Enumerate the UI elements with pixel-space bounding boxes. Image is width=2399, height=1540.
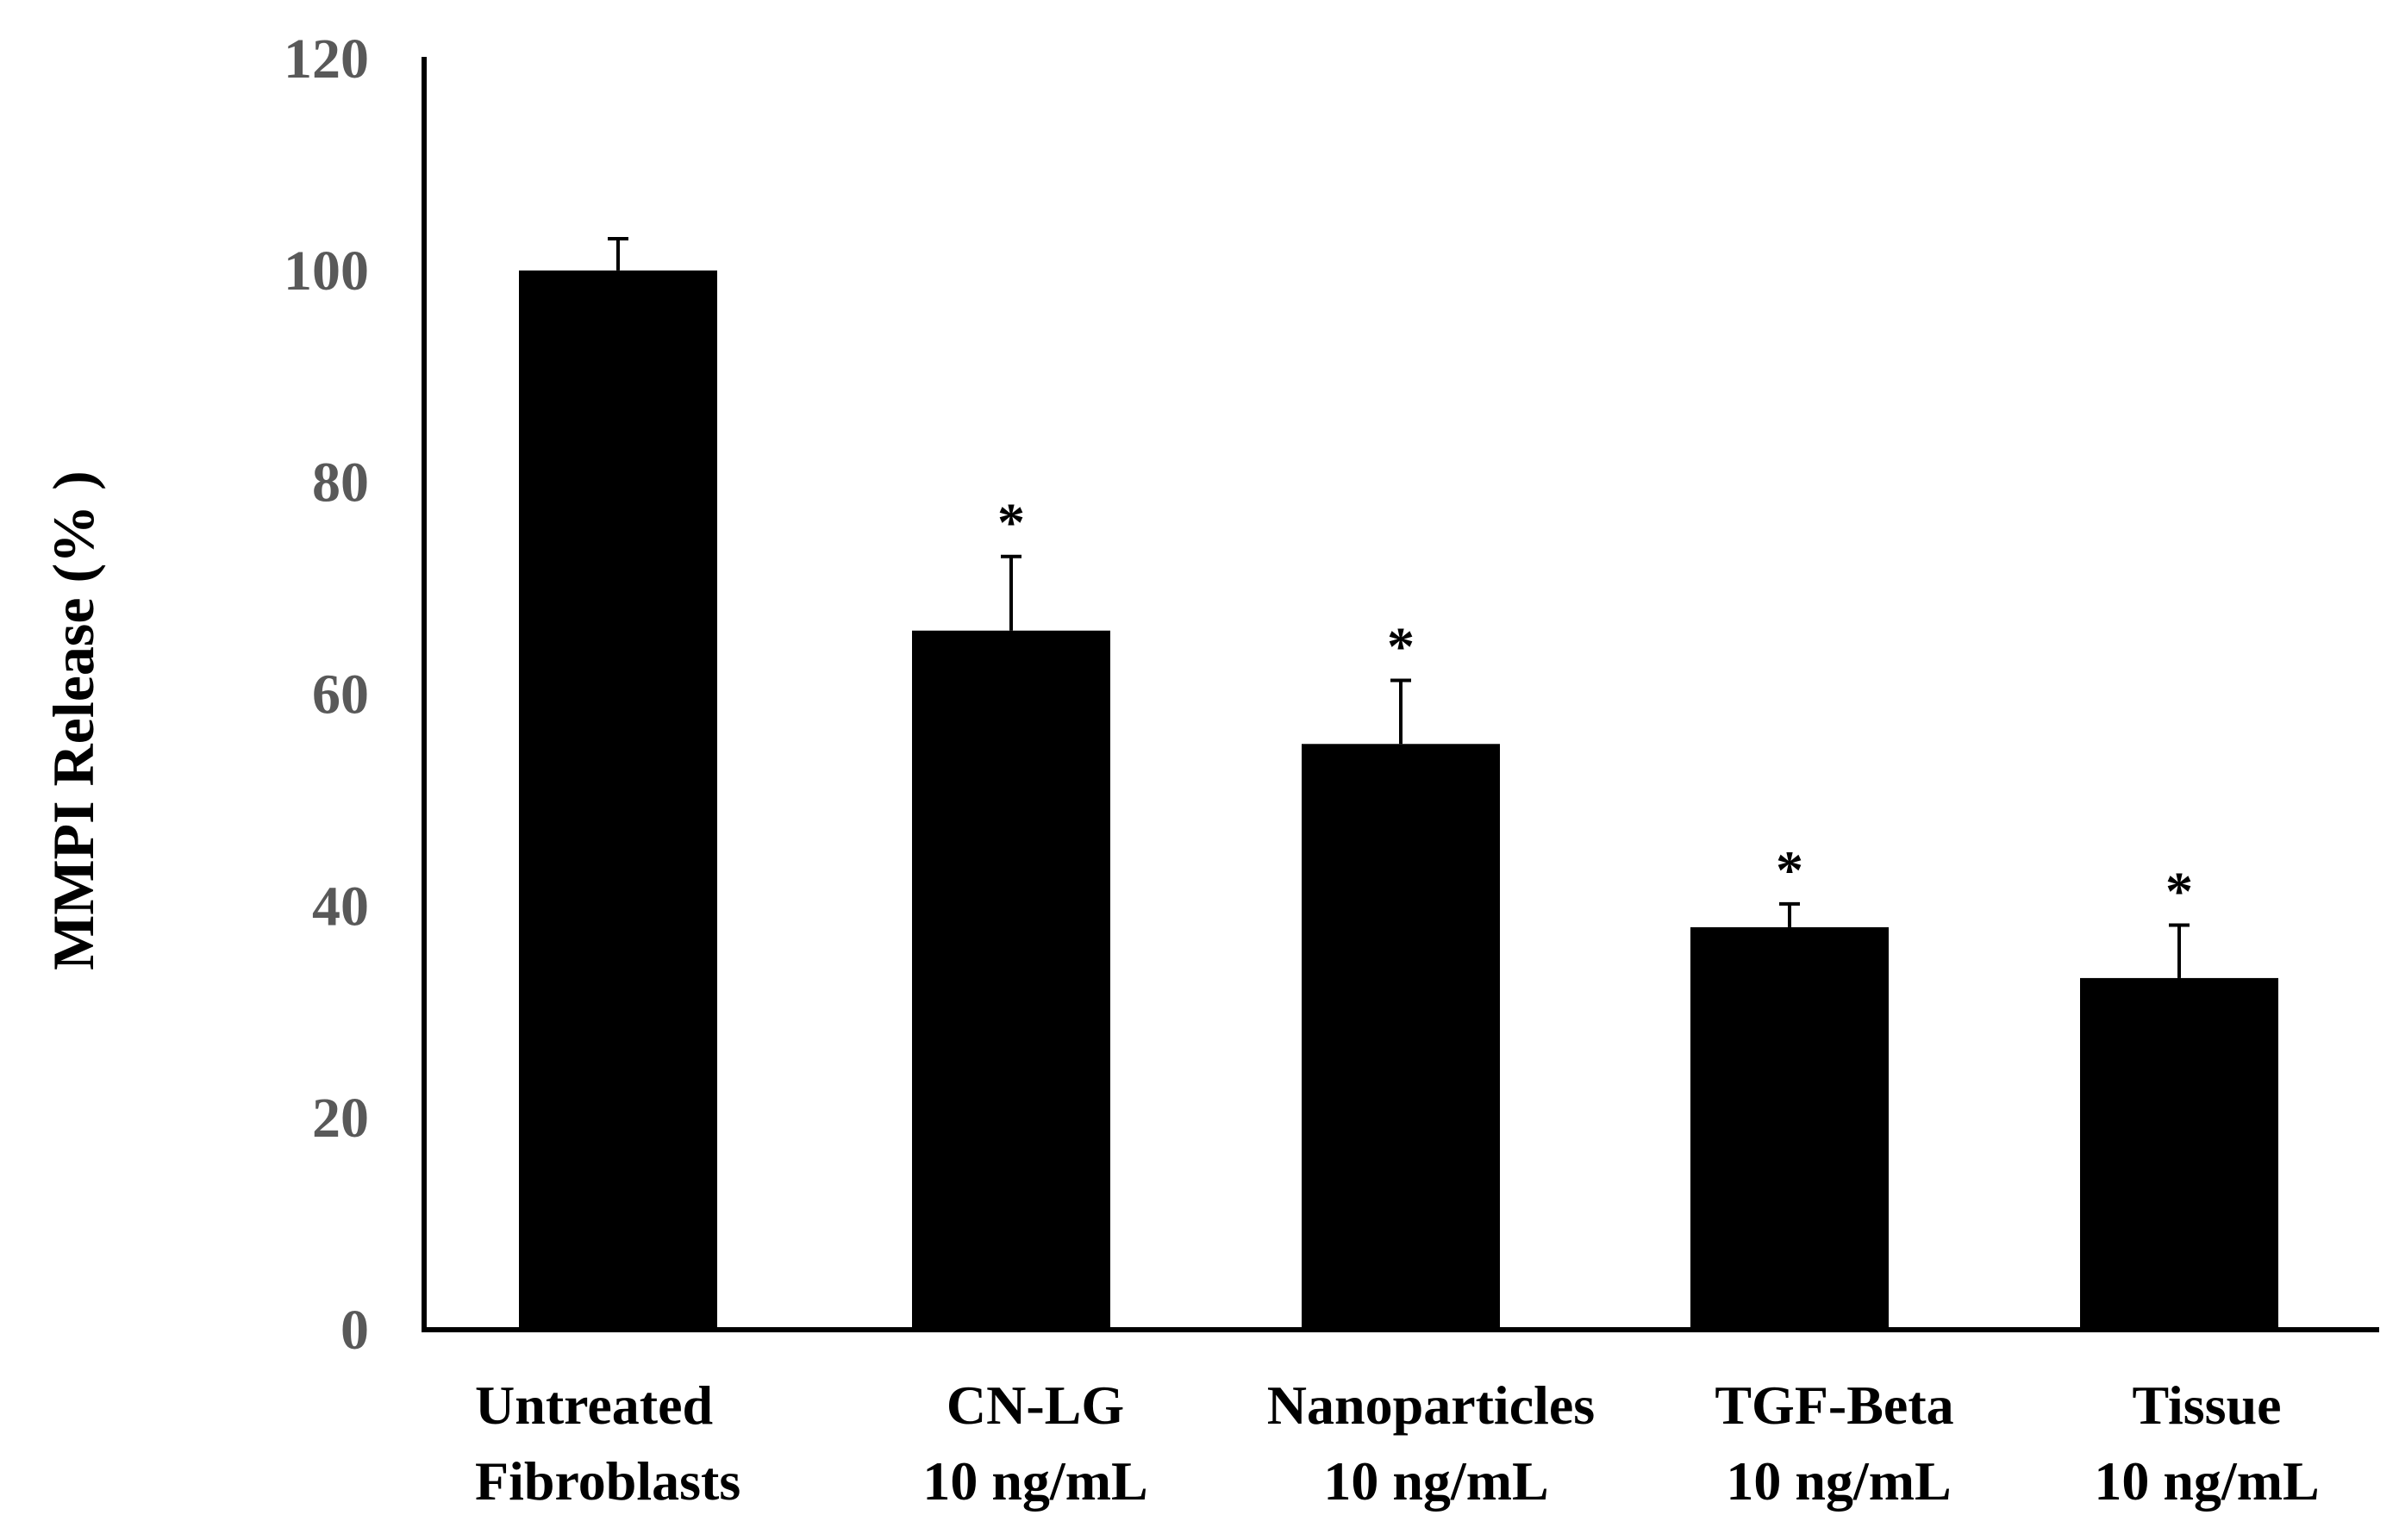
- significance-asterisk: *: [1776, 839, 1803, 901]
- y-tick-label: 80: [312, 452, 369, 514]
- y-tick-label: 60: [312, 664, 369, 726]
- x-category-sublabel: 10 ng/mL: [922, 1450, 1147, 1512]
- bar: [2080, 977, 2278, 1330]
- x-category-label: Nanoparticles: [1267, 1375, 1595, 1436]
- significance-markers: * * * *: [997, 492, 2193, 922]
- y-tick-label: 120: [284, 28, 369, 90]
- bar: [519, 270, 717, 1330]
- y-tick-label: 40: [312, 875, 369, 938]
- y-axis-title: MMPI Release (% ): [41, 471, 106, 970]
- significance-asterisk: *: [2165, 860, 2193, 921]
- bar: [1690, 926, 1889, 1330]
- bars-group: [519, 270, 2278, 1330]
- x-category-sublabel: 10 ng/mL: [1323, 1450, 1548, 1512]
- x-category-sublabel: Fibroblasts: [475, 1450, 740, 1512]
- bar: [912, 630, 1110, 1330]
- x-category-sublabel: 10 ng/mL: [1726, 1450, 1951, 1512]
- error-bars-group: [608, 236, 2190, 978]
- significance-asterisk: *: [997, 492, 1025, 553]
- x-category-sublabel: 10 ng/mL: [2094, 1450, 2319, 1512]
- significance-asterisk: *: [1387, 616, 1415, 677]
- x-category-label: Tissue: [2132, 1375, 2281, 1436]
- y-tick-label: 100: [284, 240, 369, 302]
- bar: [1302, 744, 1500, 1330]
- x-axis-labels: Untreated Fibroblasts CN-LG 10 ng/mL Nanopar…: [475, 1375, 2320, 1512]
- x-category-label: TGF-Beta: [1715, 1375, 1953, 1436]
- x-category-label: Untreated: [475, 1375, 713, 1436]
- y-tick-label: 0: [340, 1299, 369, 1362]
- y-tick-label: 20: [312, 1087, 369, 1150]
- y-axis-ticks: 0 20 40 60 80 100 120: [284, 28, 369, 1362]
- x-category-label: CN-LG: [946, 1375, 1124, 1436]
